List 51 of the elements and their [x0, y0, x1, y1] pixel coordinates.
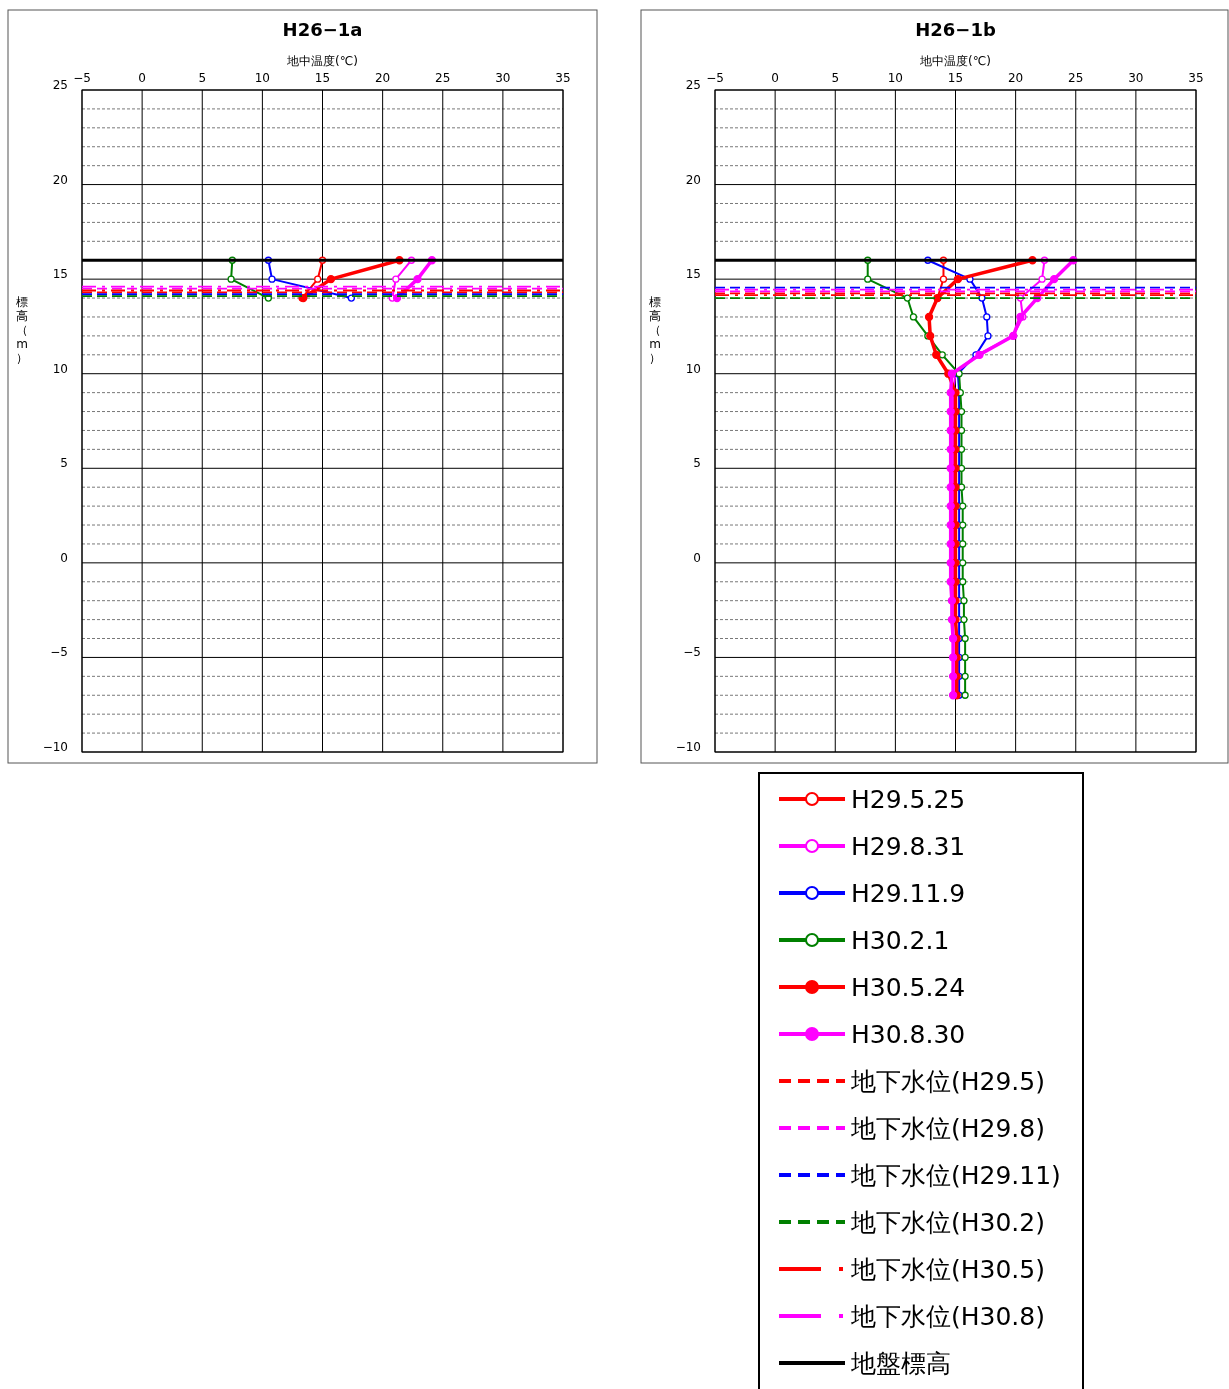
legend-label: H29.11.9	[851, 879, 966, 908]
x-tick-label: 20	[1007, 71, 1024, 85]
y-tick-label: 0	[693, 550, 701, 565]
x-tick-label: 5	[831, 71, 840, 85]
y-tick-label: 10	[685, 361, 701, 376]
y-tick-label: 15	[685, 267, 701, 282]
x-tick-label: 0	[138, 71, 146, 85]
chart-title: H26−1a	[282, 19, 363, 40]
x-tick-label: 5	[198, 71, 207, 85]
y-axis-title: 標高（m）	[649, 295, 661, 365]
x-tick-label: −5	[73, 71, 91, 85]
x-tick-label: 10	[887, 71, 904, 85]
x-axis-title: 地中温度(℃)	[919, 54, 991, 68]
x-tick-label: 30	[495, 71, 511, 85]
y-tick-label: 5	[693, 456, 701, 471]
y-tick-label: 20	[52, 172, 68, 187]
y-tick-label: 10	[52, 361, 68, 376]
legend-label: H29.8.31	[851, 832, 966, 861]
legend-label: 地下水位(H29.11)	[850, 1161, 1061, 1190]
x-tick-label: 15	[314, 71, 331, 85]
legend-label: H30.5.24	[851, 973, 966, 1002]
y-tick-label: 20	[685, 172, 701, 187]
x-tick-label: 25	[1068, 71, 1084, 85]
x-tick-label: 35	[555, 71, 571, 85]
y-tick-label: −10	[675, 740, 701, 754]
x-tick-label: 35	[1188, 71, 1204, 85]
y-tick-label: −5	[50, 645, 68, 660]
x-tick-label: 10	[254, 71, 271, 85]
x-tick-label: 25	[435, 71, 451, 85]
y-tick-label: −5	[683, 645, 701, 660]
legend-label: H30.8.30	[851, 1020, 966, 1049]
x-axis-title: 地中温度(℃)	[286, 54, 358, 68]
x-tick-label: 15	[947, 71, 964, 85]
x-tick-label: 30	[1128, 71, 1144, 85]
chart-title: H26−1b	[915, 19, 996, 40]
x-tick-label: 20	[374, 71, 391, 85]
legend-label: 地下水位(H30.2)	[850, 1208, 1045, 1237]
legend-label: 地下水位(H30.5)	[850, 1255, 1045, 1284]
y-tick-label: 15	[52, 267, 68, 282]
legend-label: H30.2.1	[851, 926, 950, 955]
legend-label: 地下水位(H29.8)	[850, 1114, 1045, 1143]
y-tick-label: −10	[42, 740, 68, 754]
x-tick-label: 0	[771, 71, 779, 85]
y-tick-label: 0	[60, 550, 68, 565]
x-tick-label: −5	[706, 71, 724, 85]
y-axis-title: 標高（m）	[16, 295, 28, 365]
legend-label: 地下水位(H29.5)	[850, 1067, 1045, 1096]
legend-label: 地盤標高	[850, 1349, 951, 1378]
legend-label: H29.5.25	[851, 785, 966, 814]
legend-label: 地下水位(H30.8)	[850, 1302, 1045, 1331]
y-tick-label: 5	[60, 456, 68, 471]
